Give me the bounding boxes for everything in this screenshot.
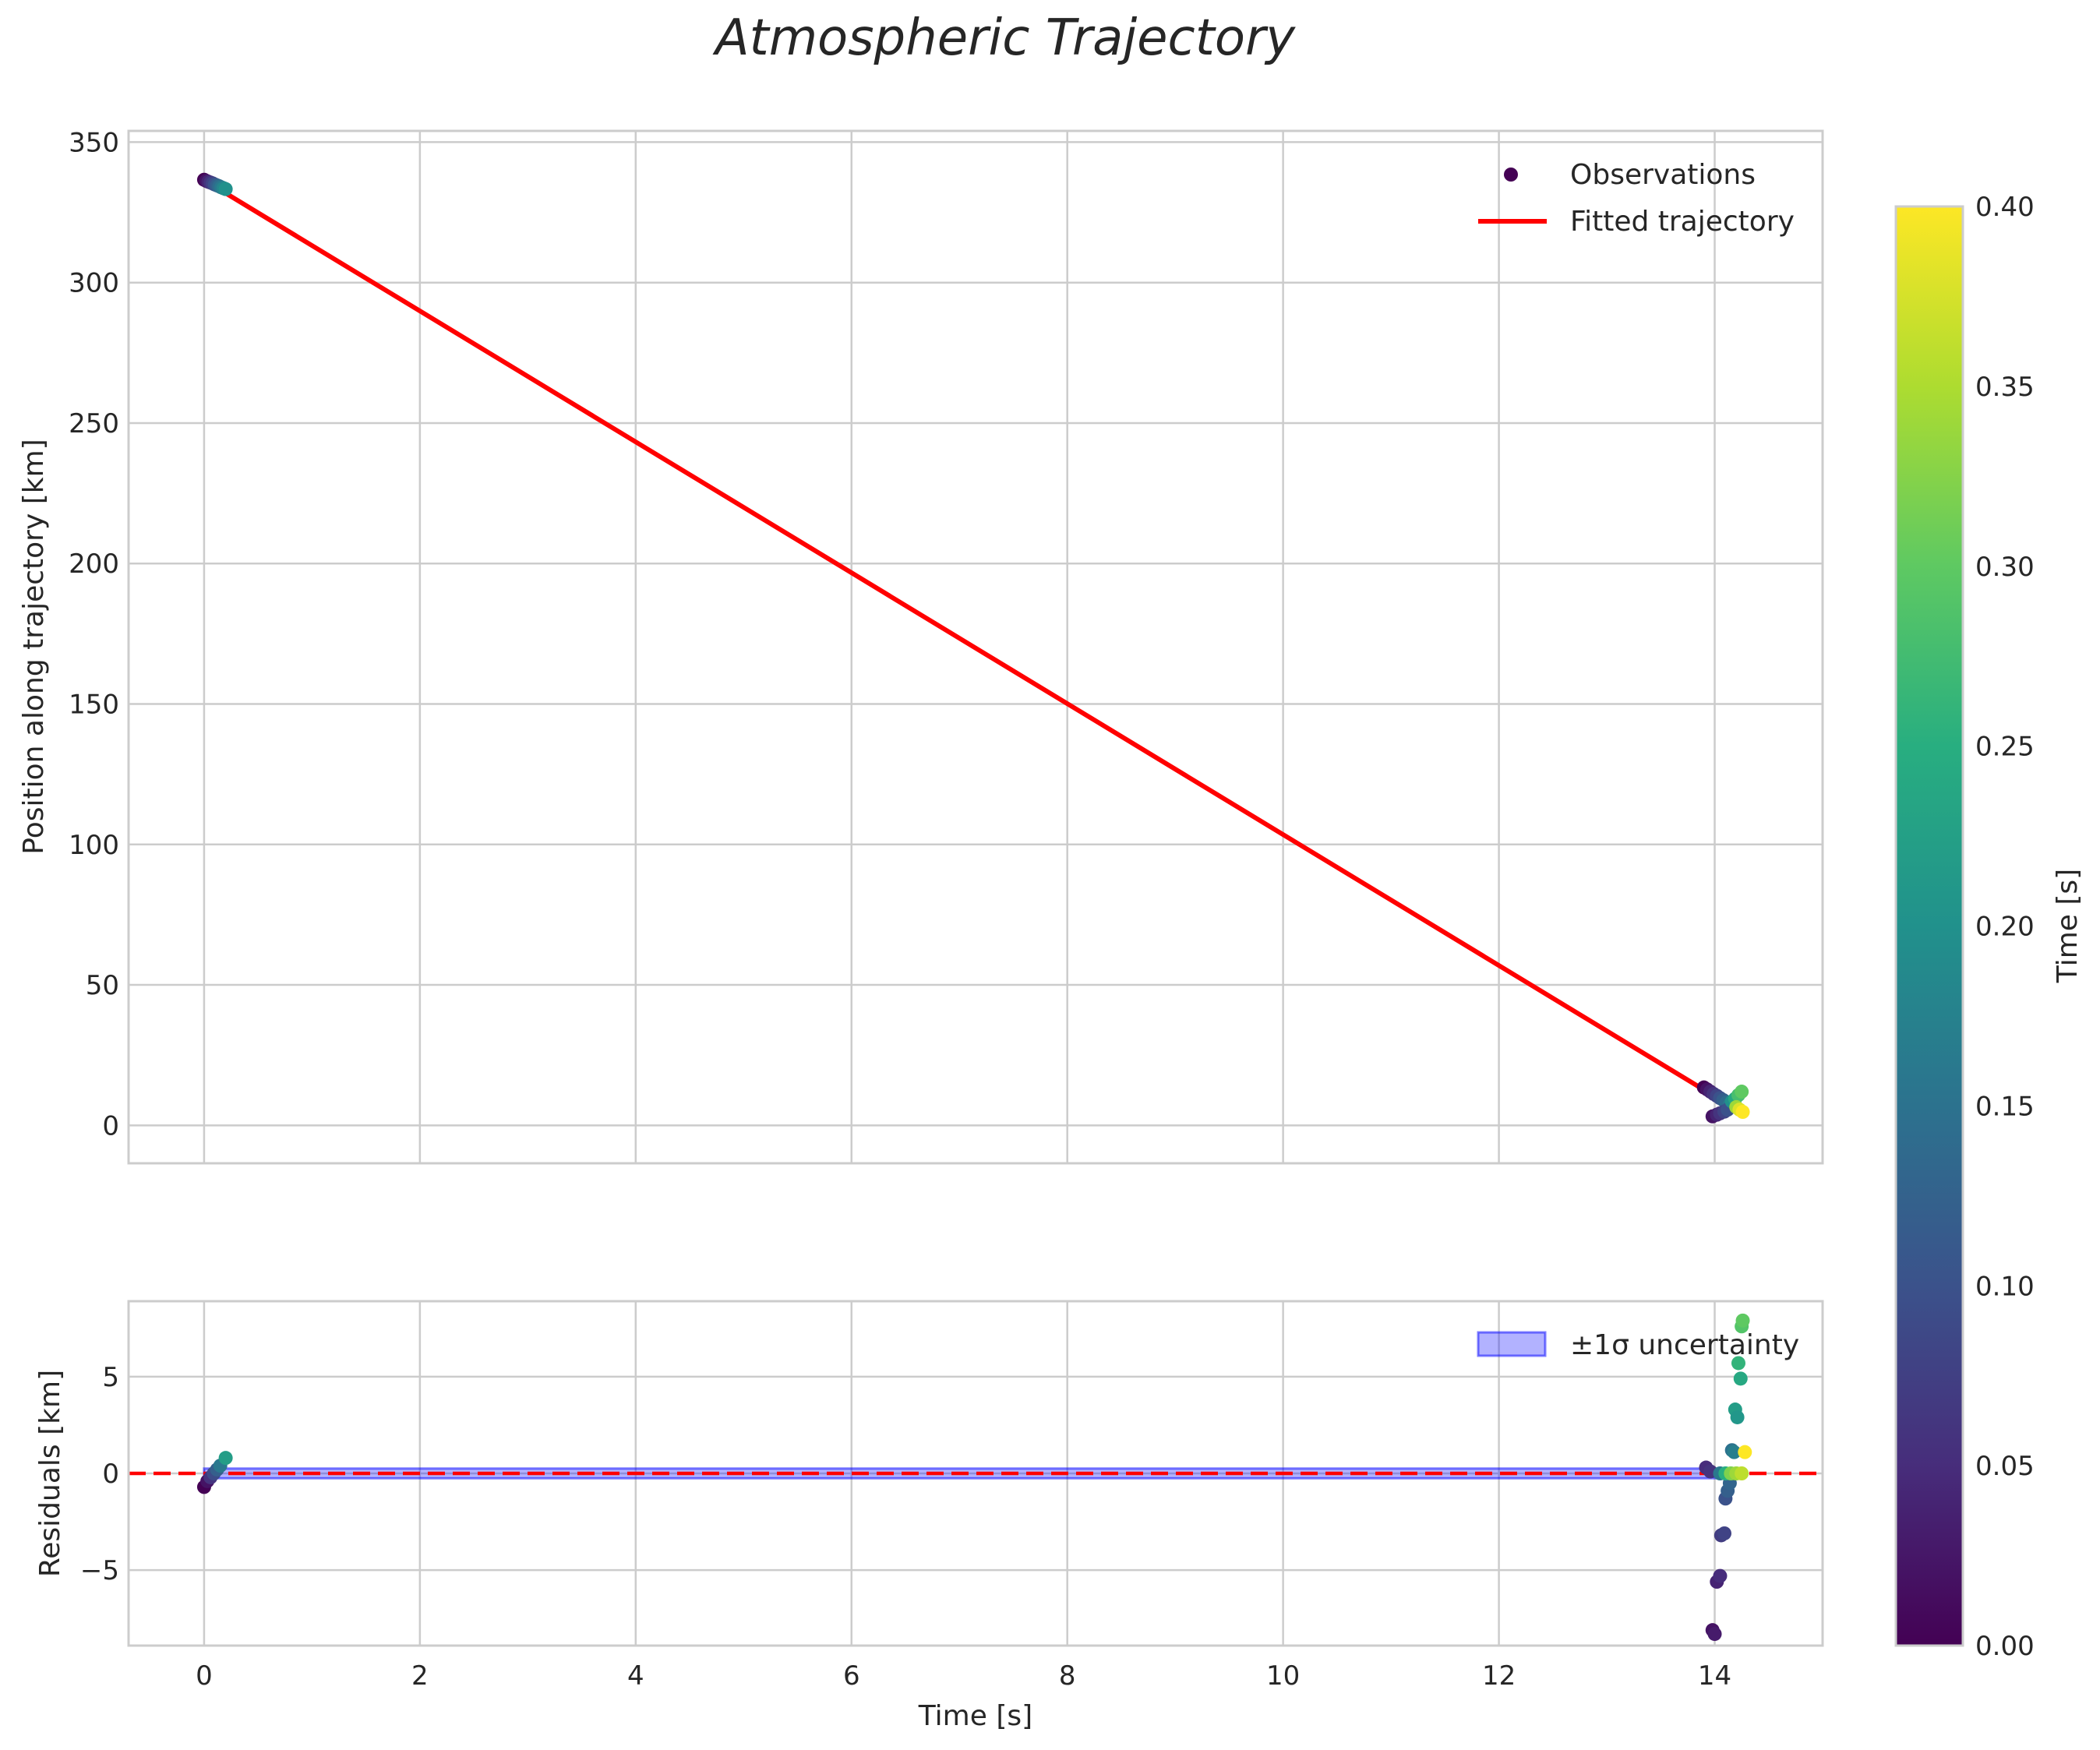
y-tick-label: 50 xyxy=(86,970,119,1001)
colorbar-gradient xyxy=(1894,205,1964,1647)
observation-point xyxy=(1731,1356,1745,1371)
trajectory-panel: 0 50 100 150 200 250 300 350 Position along tra… xyxy=(18,127,1824,1165)
legend-uncertainty-swatch xyxy=(1477,1331,1547,1357)
x-tick-label: 8 xyxy=(1059,1660,1076,1692)
trajectory-legend: Observations Fitted trajectory xyxy=(1478,159,1795,238)
colorbar-tick-label: 0.15 xyxy=(1975,1091,2035,1122)
x-tick-label: 4 xyxy=(627,1660,644,1692)
colorbar-label: Time [s] xyxy=(2052,869,2084,983)
observation-point xyxy=(1735,1313,1750,1328)
colorbar-tick-label: 0.05 xyxy=(1975,1451,2035,1482)
y-tick-label: 300 xyxy=(69,268,119,299)
observation-point xyxy=(1707,1627,1722,1642)
legend-observations-label: Observations xyxy=(1570,159,1756,191)
residuals-legend: ±1σ uncertainty xyxy=(1477,1329,1799,1361)
y-tick-label: 0 xyxy=(102,1459,119,1490)
colorbar-tick-label: 0.25 xyxy=(1975,732,2035,763)
y-tick-label: 5 xyxy=(102,1362,119,1393)
residuals-plot-frame xyxy=(127,1300,1824,1647)
colorbar-tick-label: 0.10 xyxy=(1975,1271,2035,1302)
x-tick-label: 10 xyxy=(1266,1660,1300,1692)
y-tick-label: 0 xyxy=(102,1110,119,1141)
colorbar-tick-label: 0.20 xyxy=(1975,912,2035,943)
x-tick-label: 14 xyxy=(1698,1660,1731,1692)
legend-uncertainty-label: ±1σ uncertainty xyxy=(1570,1329,1799,1361)
y-tick-label: 250 xyxy=(69,408,119,439)
colorbar-tick-label: 0.35 xyxy=(1975,372,2035,403)
y-tick-label: 100 xyxy=(69,830,119,861)
colorbar-tick-label: 0.40 xyxy=(1975,192,2035,223)
observation-point xyxy=(1735,1466,1749,1480)
observation-point xyxy=(1713,1568,1728,1583)
observation-point xyxy=(1730,1410,1745,1424)
y-tick-label: 150 xyxy=(69,690,119,721)
fitted-trajectory-line xyxy=(201,178,1745,1116)
y-tick-label: 200 xyxy=(69,549,119,580)
y-tick-label: 350 xyxy=(69,127,119,158)
trajectory-plot-frame xyxy=(127,129,1824,1165)
trajectory-y-axis-label: Position along trajectory [km] xyxy=(18,439,50,854)
observation-point xyxy=(1738,1445,1752,1459)
observation-point xyxy=(218,1451,233,1466)
observation-point xyxy=(1735,1085,1749,1099)
colorbar: 0.00 0.05 0.10 0.15 0.20 0.25 0.30 0.35 0.40 Tim… xyxy=(1894,192,2084,1662)
residuals-x-axis-label: Time [s] xyxy=(918,1700,1032,1732)
colorbar-tick-label: 0.30 xyxy=(1975,552,2035,583)
chart-title: Atmospheric Trajectory xyxy=(712,9,1296,67)
y-tick-label: −5 xyxy=(80,1555,119,1586)
observation-point xyxy=(218,182,233,196)
x-tick-label: 6 xyxy=(843,1660,860,1692)
legend-observations-marker xyxy=(1504,168,1518,182)
x-tick-label: 0 xyxy=(196,1660,213,1692)
observation-point xyxy=(1727,1445,1742,1459)
colorbar-tick-label: 0.00 xyxy=(1975,1631,2035,1662)
residuals-panel: 0 2 4 6 8 10 12 14 −5 0 5 Time [s] Residuals [km]… xyxy=(34,1300,1824,1732)
residuals-y-axis-label: Residuals [km] xyxy=(34,1370,66,1577)
x-tick-label: 2 xyxy=(411,1660,429,1692)
observation-point xyxy=(1733,1371,1748,1386)
observation-point xyxy=(1735,1105,1750,1120)
legend-fitted-trajectory-label: Fitted trajectory xyxy=(1570,206,1795,238)
observation-point xyxy=(1717,1526,1731,1540)
x-tick-label: 12 xyxy=(1482,1660,1516,1692)
